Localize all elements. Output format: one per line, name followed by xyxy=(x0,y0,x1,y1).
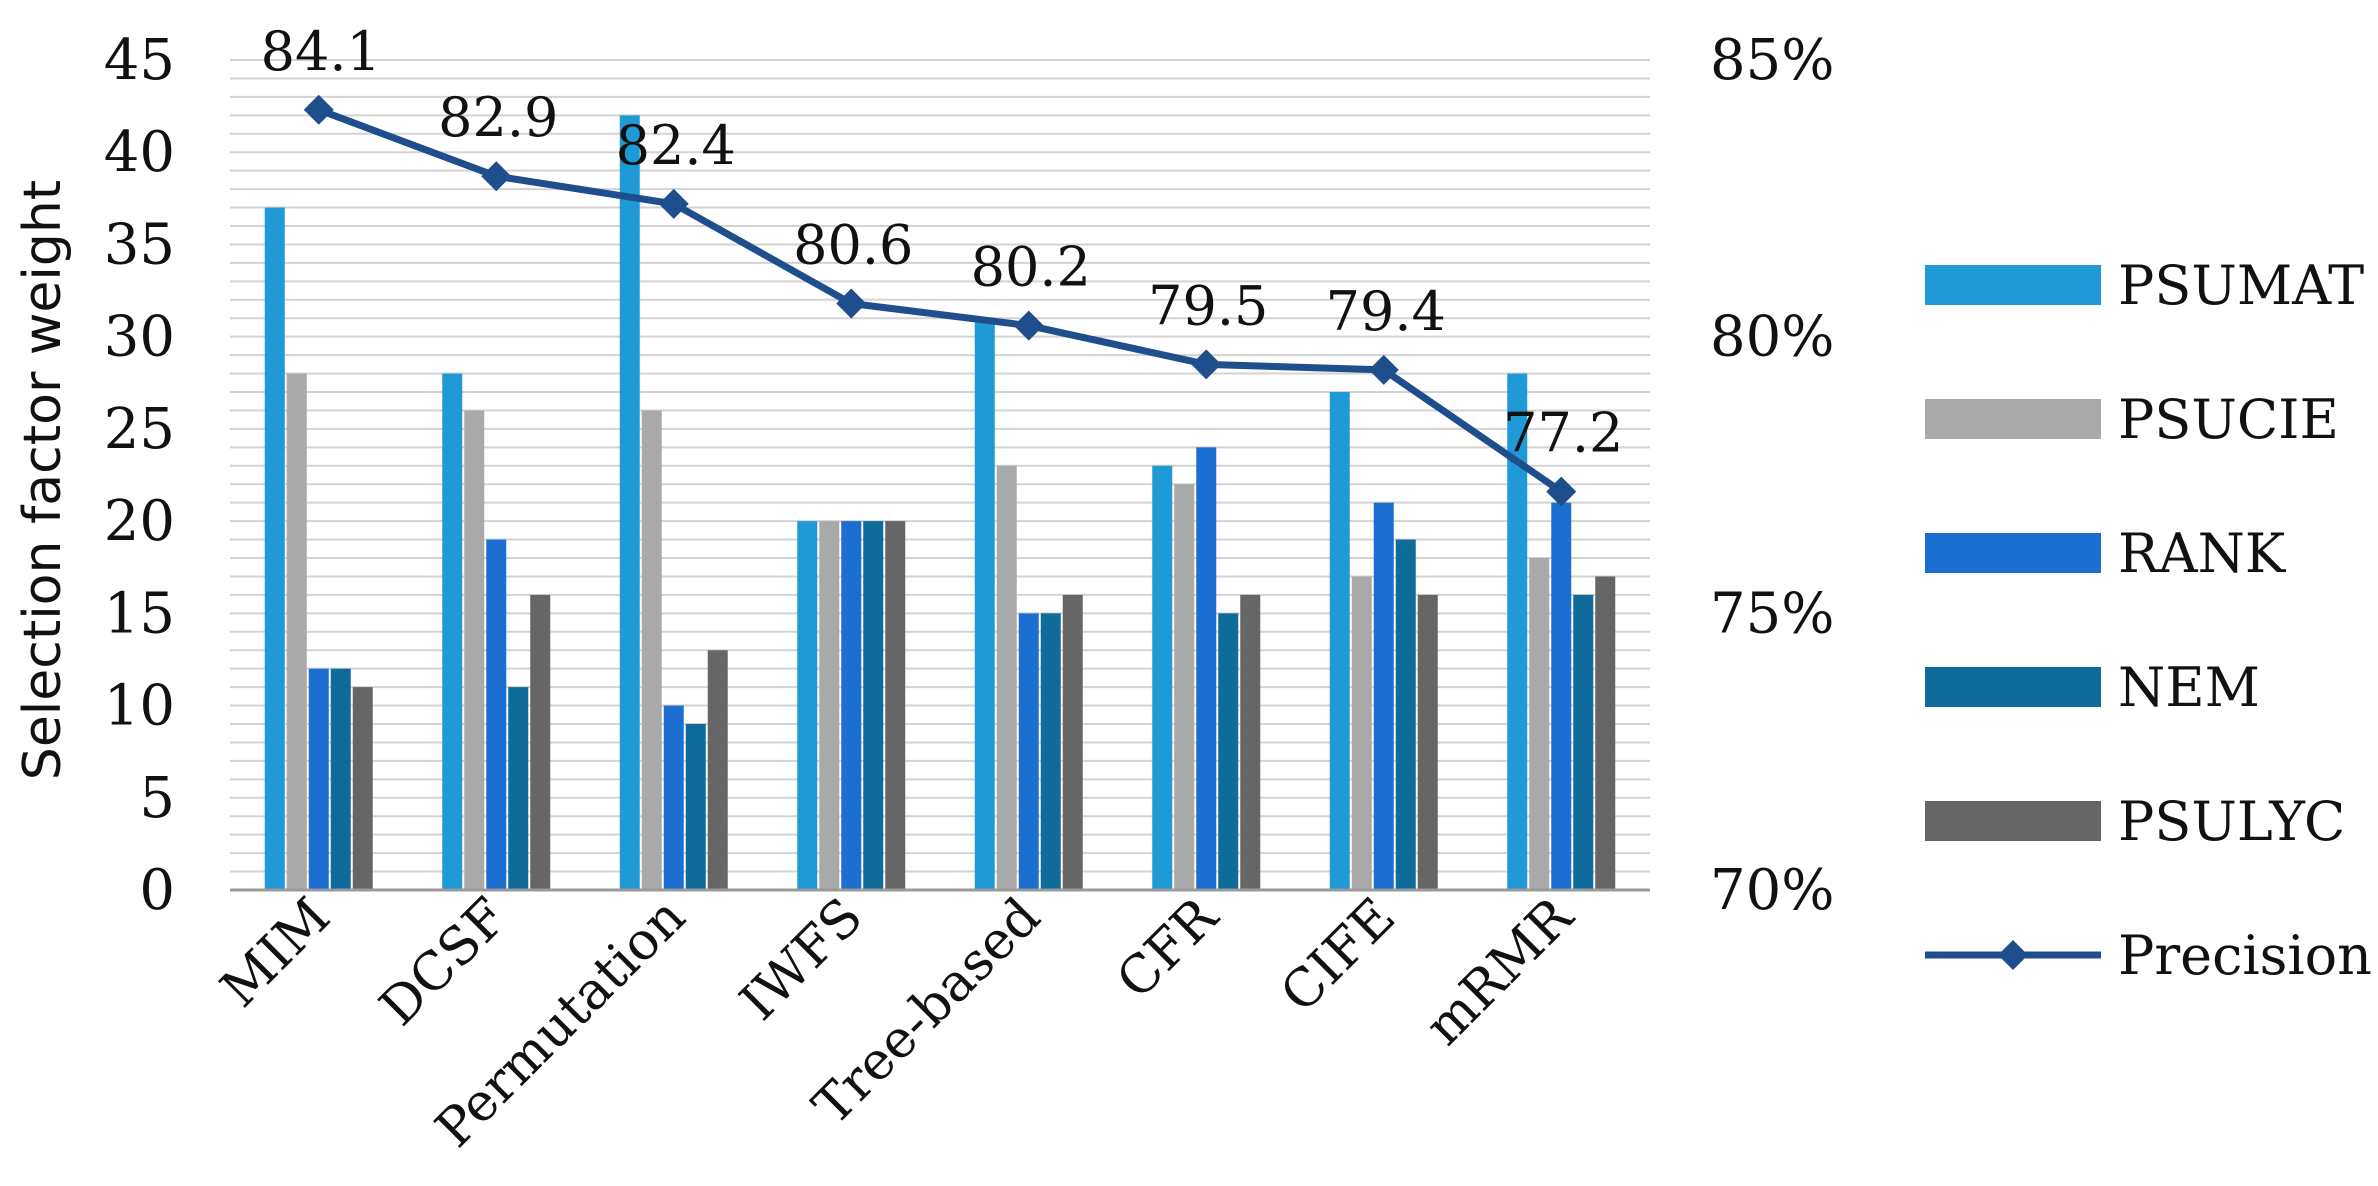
bar-rank-dcsf xyxy=(486,539,507,890)
precision-marker-iwfs xyxy=(836,288,867,319)
precision-marker-mrmr xyxy=(1546,476,1577,507)
bar-psumat-mrmr xyxy=(1507,373,1528,890)
category-label-iwfs: IWFS xyxy=(729,887,874,1032)
bar-psulyc-mim xyxy=(352,687,373,890)
y-tick-label: 15 xyxy=(104,581,175,646)
precision-data-label-iwfs: 80.6 xyxy=(793,213,913,276)
bar-nem-cife xyxy=(1395,539,1416,890)
precision-series-line xyxy=(317,106,1564,495)
bar-psumat-tree-based xyxy=(974,318,995,890)
precision-marker-cife xyxy=(1368,354,1399,385)
y-tick-label: 30 xyxy=(104,305,175,370)
y2-tick-label: 80% xyxy=(1710,305,1834,370)
category-label-cife: CIFE xyxy=(1269,887,1406,1024)
bar-rank-cife xyxy=(1373,502,1394,890)
y2-tick-label: 70% xyxy=(1710,858,1834,923)
bar-psucie-iwfs xyxy=(819,521,840,890)
bar-rank-mrmr xyxy=(1551,502,1572,890)
bar-rank-tree-based xyxy=(1018,613,1039,890)
bar-psulyc-tree-based xyxy=(1062,594,1083,890)
precision-data-label-cife: 79.4 xyxy=(1326,280,1446,343)
category-label-mrmr: mRMR xyxy=(1414,885,1586,1057)
bar-nem-iwfs xyxy=(863,521,884,890)
bar-psumat-mim xyxy=(264,207,285,891)
precision-data-label-dcsf: 82.9 xyxy=(438,86,558,149)
y-axis-title: Selection factor weight xyxy=(13,180,73,780)
bar-rank-cfr xyxy=(1196,447,1217,890)
precision-data-label-mrmr: 77.2 xyxy=(1503,402,1623,465)
right-y-axis: 70% 75% 80% 85% xyxy=(1710,28,1834,923)
y-tick-label: 0 xyxy=(139,858,175,923)
y2-tick-label: 75% xyxy=(1710,581,1834,646)
legend-swatch-psulyc xyxy=(1925,801,2101,841)
legend-label-psulyc: PSULYC xyxy=(2118,790,2345,853)
y-tick-label: 10 xyxy=(104,674,175,739)
precision-data-label-mim: 84.1 xyxy=(261,20,381,83)
bar-psucie-permutation xyxy=(641,410,662,890)
legend-label-psucie: PSUCIE xyxy=(2118,388,2339,451)
legend-swatch-nem xyxy=(1925,667,2101,707)
bar-psulyc-dcsf xyxy=(530,594,551,890)
precision-data-label-tree-based: 80.2 xyxy=(971,236,1091,299)
bar-nem-permutation xyxy=(685,724,706,890)
y-tick-label: 45 xyxy=(104,28,175,93)
bar-psumat-cife xyxy=(1329,392,1350,890)
legend-label-rank: RANK xyxy=(2118,522,2287,585)
precision-data-label-cfr: 79.5 xyxy=(1148,274,1268,337)
y-tick-label: 35 xyxy=(104,212,175,277)
bar-psumat-iwfs xyxy=(797,521,818,890)
bar-rank-mim xyxy=(308,668,329,890)
bar-psulyc-permutation xyxy=(707,650,728,890)
bar-psulyc-mrmr xyxy=(1595,576,1616,890)
y-tick-label: 20 xyxy=(104,489,175,554)
bars xyxy=(264,115,1616,891)
bar-nem-dcsf xyxy=(508,687,529,890)
bar-nem-cfr xyxy=(1218,613,1239,890)
precision-marker-dcsf xyxy=(481,161,512,192)
precision-data-label-permutation: 82.4 xyxy=(616,114,736,177)
legend-swatch-psumat xyxy=(1925,265,2101,305)
bar-psulyc-iwfs xyxy=(885,521,906,890)
bar-psucie-mim xyxy=(286,373,307,890)
bar-psucie-mrmr xyxy=(1529,558,1550,890)
category-label-mim: MIM xyxy=(210,887,342,1019)
bar-psucie-tree-based xyxy=(996,465,1017,890)
bar-nem-tree-based xyxy=(1040,613,1061,890)
legend-swatch-psucie xyxy=(1925,399,2101,439)
legend: PSUMAT PSUCIE RANK NEM PSULYC Precision xyxy=(1925,254,2372,987)
category-label-dcsf: DCSF xyxy=(369,887,520,1038)
bar-psulyc-cife xyxy=(1417,594,1438,890)
precision-line: 84.1 82.9 82.4 80.6 80.2 79.5 79.4 77.2 xyxy=(261,20,1623,507)
precision-marker-tree-based xyxy=(1013,310,1044,341)
precision-marker-permutation xyxy=(658,188,689,219)
y2-tick-label: 85% xyxy=(1710,28,1834,93)
y-tick-label: 5 xyxy=(139,766,175,831)
bar-psucie-dcsf xyxy=(464,410,485,890)
legend-label-precision: Precision xyxy=(2118,924,2372,987)
legend-marker-precision xyxy=(1998,940,2028,970)
category-label-cfr: CFR xyxy=(1106,885,1231,1010)
bar-psucie-cfr xyxy=(1174,484,1195,890)
legend-swatch-rank xyxy=(1925,533,2101,573)
bar-psumat-permutation xyxy=(619,115,640,891)
y-tick-label: 40 xyxy=(104,120,175,185)
precision-marker-cfr xyxy=(1191,349,1222,380)
bar-rank-iwfs xyxy=(841,521,862,890)
bar-psumat-dcsf xyxy=(442,373,463,890)
legend-label-nem: NEM xyxy=(2118,656,2260,719)
bar-nem-mrmr xyxy=(1573,594,1594,890)
bar-rank-permutation xyxy=(663,705,684,890)
bar-psumat-cfr xyxy=(1152,465,1173,890)
precision-marker-mim xyxy=(303,94,334,125)
bar-nem-mim xyxy=(330,668,351,890)
bar-psulyc-cfr xyxy=(1240,594,1261,890)
y-tick-label: 25 xyxy=(104,397,175,462)
bar-psucie-cife xyxy=(1351,576,1372,890)
legend-label-psumat: PSUMAT xyxy=(2118,254,2364,317)
left-y-axis: 0 5 10 15 20 25 30 35 40 45 xyxy=(104,28,175,923)
